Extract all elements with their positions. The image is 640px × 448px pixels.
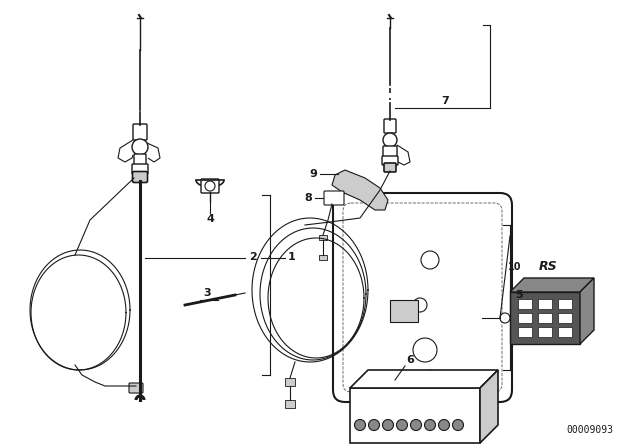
Circle shape [383,419,394,431]
Text: 5: 5 [515,290,523,300]
Bar [558,299,572,309]
Bar [538,299,552,309]
Bar [558,327,572,337]
Circle shape [452,419,463,431]
Circle shape [425,370,435,380]
Circle shape [424,419,435,431]
Text: 1: 1 [288,252,296,262]
Bar [319,235,327,240]
Bar [518,327,532,337]
Bar [285,400,295,408]
Bar [285,378,295,386]
FancyBboxPatch shape [132,172,147,182]
Circle shape [369,419,380,431]
Bar [319,255,327,260]
FancyBboxPatch shape [383,146,397,158]
Text: 2: 2 [249,252,257,262]
Bar [390,300,418,322]
Circle shape [355,419,365,431]
Circle shape [410,419,422,431]
Text: 9: 9 [309,169,317,179]
FancyBboxPatch shape [324,191,344,205]
Text: 10: 10 [508,262,522,272]
Circle shape [413,298,427,312]
FancyBboxPatch shape [384,119,396,133]
Polygon shape [510,278,594,292]
Text: RS: RS [539,260,557,273]
Bar [558,313,572,323]
Circle shape [500,313,510,323]
FancyBboxPatch shape [129,383,143,393]
Polygon shape [580,278,594,344]
Circle shape [397,419,408,431]
Text: 4: 4 [206,214,214,224]
Text: 6: 6 [406,355,414,365]
Circle shape [413,338,437,362]
Circle shape [383,133,397,147]
FancyBboxPatch shape [382,156,398,165]
Circle shape [132,139,148,155]
FancyBboxPatch shape [133,124,147,140]
Text: 00009093: 00009093 [566,425,614,435]
Circle shape [421,251,439,269]
Polygon shape [350,370,498,388]
Polygon shape [332,170,388,210]
Text: 7: 7 [441,96,449,106]
FancyBboxPatch shape [333,193,512,402]
Bar [518,313,532,323]
Text: 8: 8 [304,193,312,203]
Bar [518,299,532,309]
Circle shape [438,419,449,431]
Text: 3: 3 [203,288,211,298]
FancyBboxPatch shape [134,154,146,166]
Bar [350,388,480,443]
Bar [538,327,552,337]
Bar [538,313,552,323]
Polygon shape [480,370,498,443]
Bar [510,292,580,344]
FancyBboxPatch shape [201,179,219,193]
FancyBboxPatch shape [132,164,148,174]
FancyBboxPatch shape [384,163,396,172]
